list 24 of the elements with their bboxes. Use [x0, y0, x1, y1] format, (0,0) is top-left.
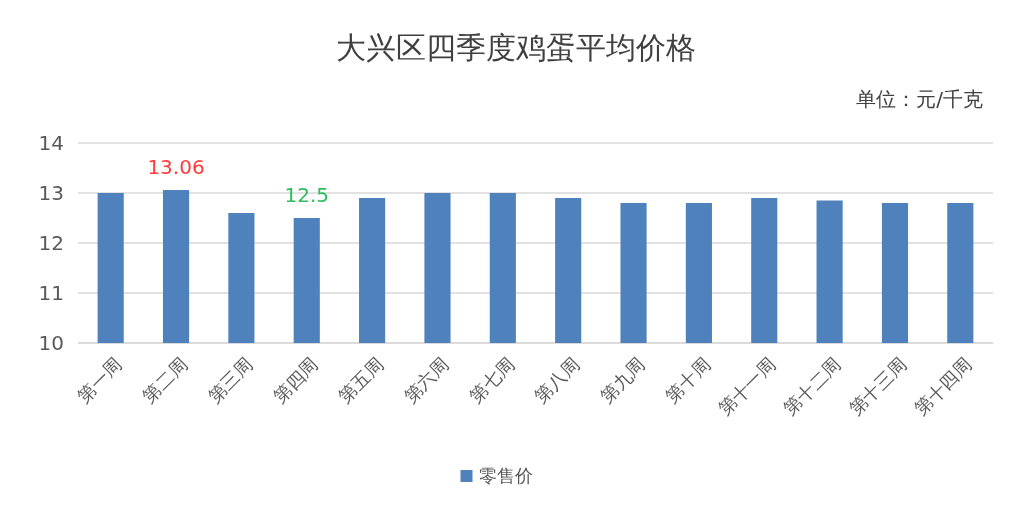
- data-label: 12.5: [284, 183, 330, 207]
- y-tick-label: 14: [38, 131, 64, 155]
- x-tick-label: 第十一周: [713, 353, 780, 420]
- y-tick-label: 11: [38, 281, 64, 305]
- legend-label: 零售价: [478, 465, 533, 487]
- y-tick-label: 10: [38, 331, 64, 355]
- chart-subtitle: 单位：元/千克: [856, 87, 983, 111]
- x-tick-label: 第六周: [399, 353, 453, 407]
- x-tick-label: 第八周: [530, 353, 584, 407]
- x-tick-label: 第五周: [334, 353, 388, 407]
- x-tick-label: 第十四周: [909, 353, 976, 420]
- x-tick-label: 第九周: [595, 353, 649, 407]
- data-label: 13.06: [147, 155, 205, 179]
- y-tick-label: 12: [38, 231, 64, 255]
- x-tick-label: 第十二周: [779, 353, 845, 420]
- chart-title: 大兴区四季度鸡蛋平均价格: [335, 30, 696, 65]
- x-tick-label: 第十三周: [844, 353, 911, 420]
- x-tick-label: 第一周: [72, 353, 126, 407]
- x-tick-label: 第三周: [203, 353, 257, 407]
- x-tick-label: 第七周: [465, 353, 519, 407]
- x-tick-label: 第二周: [138, 353, 192, 407]
- y-tick-label: 13: [38, 181, 64, 205]
- x-tick-label: 第十周: [661, 353, 715, 407]
- x-tick-label: 第四周: [269, 353, 323, 407]
